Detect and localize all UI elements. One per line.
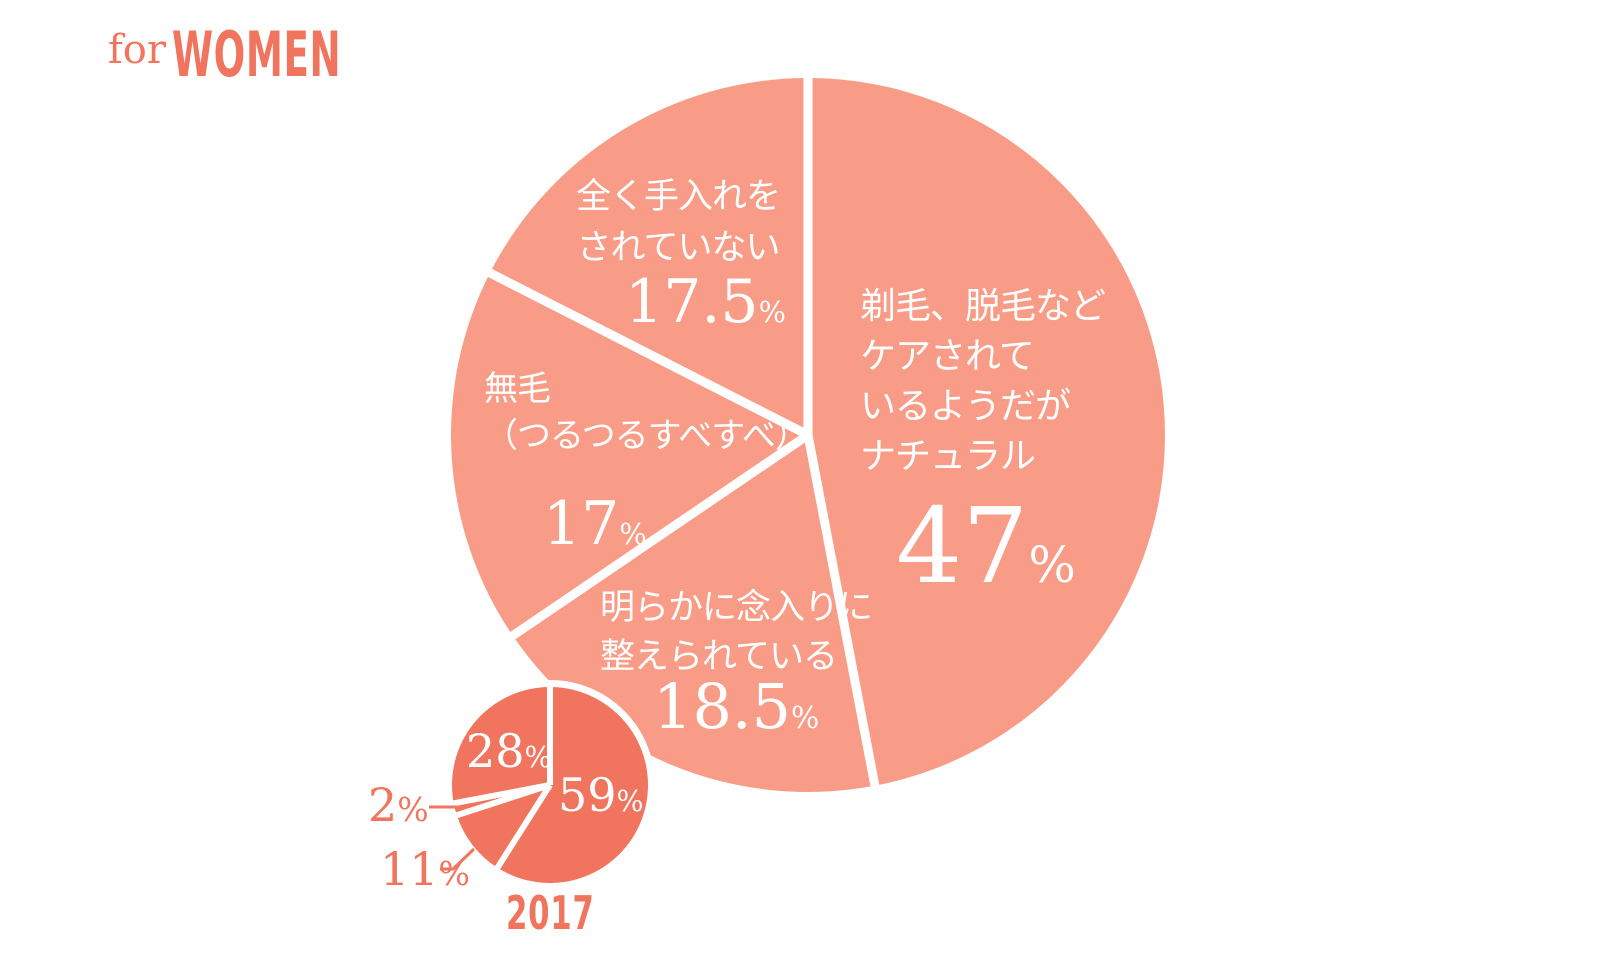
slice-value-hairless: 17% xyxy=(543,494,647,554)
title-prefix: for xyxy=(108,27,167,73)
small-slice-value-2: 2% xyxy=(368,782,429,829)
slice-label-hairless: 無毛 （つるつるすべすべ） xyxy=(484,369,809,456)
slice-value-groomed: 18.5% xyxy=(653,676,819,738)
slice-value-natural: 47% xyxy=(896,494,1076,598)
pie-slice-17.5pct xyxy=(489,78,808,435)
slice-label-natural: 剃毛、脱毛など ケアされて いるようだが ナチュラル xyxy=(860,286,1106,477)
leader-line-11pct xyxy=(440,847,476,871)
slice-value-untouched: 17.5% xyxy=(588,272,823,332)
pie-slice-28pct xyxy=(452,687,550,804)
slice-divider xyxy=(494,783,553,870)
pie-slice-17pct xyxy=(451,272,808,636)
slice-value-untouched-number: 17.5 xyxy=(625,267,759,337)
slice-label-untouched: 全く手入れを されていない xyxy=(575,177,781,268)
pie-slice-59pct xyxy=(497,687,648,883)
small-slice-value-59: 59% xyxy=(558,772,644,818)
small-slice-11-unit: % xyxy=(438,854,471,893)
small-pie-year-label: 2017 xyxy=(506,886,595,940)
small-slice-28-unit: % xyxy=(524,741,552,774)
small-slice-59-number: 59 xyxy=(558,768,617,822)
small-slice-11-number: 11 xyxy=(380,842,439,896)
small-slice-value-28: 28% xyxy=(466,728,552,774)
year-2017-pie xyxy=(445,680,655,890)
pie-slice-11pct xyxy=(456,785,550,868)
small-slice-59-unit: % xyxy=(616,785,644,818)
slice-divider xyxy=(453,782,551,807)
slice-value-groomed-unit: % xyxy=(791,701,820,736)
slice-value-natural-unit: % xyxy=(1028,536,1076,594)
slice-value-groomed-number: 18.5 xyxy=(653,670,792,743)
leader-lines xyxy=(429,805,476,871)
slice-label-groomed: 明らかに念入りに 整えられている xyxy=(600,588,873,677)
title-main: WOMEN xyxy=(172,18,342,91)
slice-value-untouched-unit: % xyxy=(758,295,786,329)
slice-divider xyxy=(487,268,811,440)
slice-value-natural-number: 47 xyxy=(896,485,1029,607)
slice-value-hairless-unit: % xyxy=(619,517,647,551)
slice-value-hairless-number: 17 xyxy=(543,489,620,559)
small-slice-2-number: 2 xyxy=(368,778,398,832)
small-slice-2-unit: % xyxy=(397,790,429,829)
slice-divider xyxy=(803,434,880,787)
small-slice-28-number: 28 xyxy=(466,724,525,778)
small-slice-value-11: 11% xyxy=(380,846,470,892)
pie-slice-47pct xyxy=(808,78,1166,786)
slice-divider xyxy=(510,431,811,640)
